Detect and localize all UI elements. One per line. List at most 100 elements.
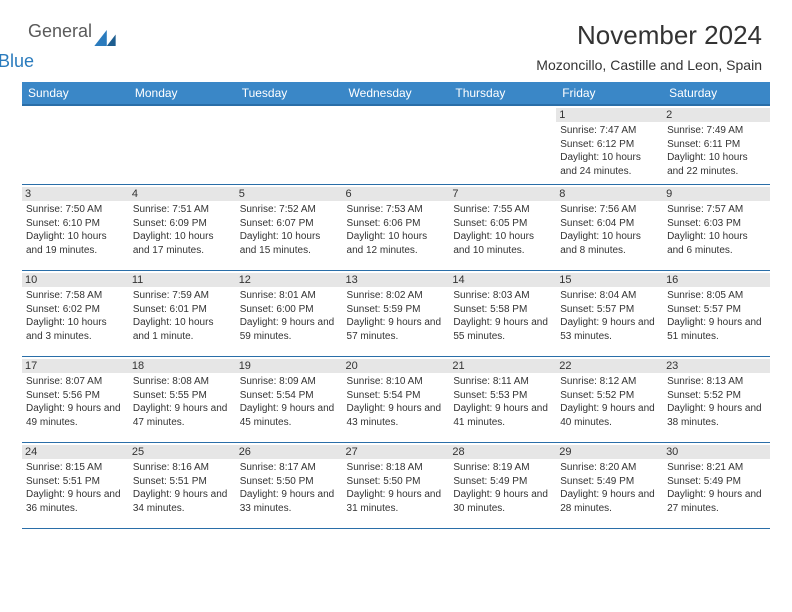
day-sunset: Sunset: 6:12 PM xyxy=(560,138,659,152)
day-number: 23 xyxy=(663,359,770,373)
calendar-cell xyxy=(343,105,450,185)
day-sunset: Sunset: 5:56 PM xyxy=(26,389,125,403)
day-daylight: Daylight: 9 hours and 33 minutes. xyxy=(240,488,339,515)
calendar-cell xyxy=(449,105,556,185)
day-details: Sunrise: 7:56 AMSunset: 6:04 PMDaylight:… xyxy=(560,203,659,257)
brand-word2: Blue xyxy=(0,52,62,70)
day-number: 4 xyxy=(129,187,236,201)
day-number: 29 xyxy=(556,445,663,459)
calendar-cell: 25Sunrise: 8:16 AMSunset: 5:51 PMDayligh… xyxy=(129,443,236,529)
day-daylight: Daylight: 10 hours and 12 minutes. xyxy=(347,230,446,257)
day-number: 2 xyxy=(663,108,770,122)
day-sunrise: Sunrise: 7:51 AM xyxy=(133,203,232,217)
day-sunset: Sunset: 5:51 PM xyxy=(133,475,232,489)
day-number: 20 xyxy=(343,359,450,373)
day-sunrise: Sunrise: 7:50 AM xyxy=(26,203,125,217)
day-details: Sunrise: 7:57 AMSunset: 6:03 PMDaylight:… xyxy=(667,203,766,257)
day-sunrise: Sunrise: 8:03 AM xyxy=(453,289,552,303)
day-daylight: Daylight: 10 hours and 24 minutes. xyxy=(560,151,659,178)
day-daylight: Daylight: 10 hours and 22 minutes. xyxy=(667,151,766,178)
day-sunset: Sunset: 6:05 PM xyxy=(453,217,552,231)
calendar-cell: 9Sunrise: 7:57 AMSunset: 6:03 PMDaylight… xyxy=(663,185,770,271)
day-number: 17 xyxy=(22,359,129,373)
calendar-cell: 29Sunrise: 8:20 AMSunset: 5:49 PMDayligh… xyxy=(556,443,663,529)
day-daylight: Daylight: 9 hours and 30 minutes. xyxy=(453,488,552,515)
day-details: Sunrise: 8:05 AMSunset: 5:57 PMDaylight:… xyxy=(667,289,766,343)
day-details: Sunrise: 7:53 AMSunset: 6:06 PMDaylight:… xyxy=(347,203,446,257)
day-sunrise: Sunrise: 7:58 AM xyxy=(26,289,125,303)
day-daylight: Daylight: 9 hours and 31 minutes. xyxy=(347,488,446,515)
day-sunrise: Sunrise: 8:07 AM xyxy=(26,375,125,389)
calendar-cell: 5Sunrise: 7:52 AMSunset: 6:07 PMDaylight… xyxy=(236,185,343,271)
day-daylight: Daylight: 9 hours and 49 minutes. xyxy=(26,402,125,429)
calendar-cell: 6Sunrise: 7:53 AMSunset: 6:06 PMDaylight… xyxy=(343,185,450,271)
page-location: Mozoncillo, Castille and Leon, Spain xyxy=(536,57,762,73)
day-details: Sunrise: 7:51 AMSunset: 6:09 PMDaylight:… xyxy=(133,203,232,257)
day-details: Sunrise: 8:08 AMSunset: 5:55 PMDaylight:… xyxy=(133,375,232,429)
calendar-cell: 16Sunrise: 8:05 AMSunset: 5:57 PMDayligh… xyxy=(663,271,770,357)
day-sunset: Sunset: 5:49 PM xyxy=(667,475,766,489)
day-sunrise: Sunrise: 7:56 AM xyxy=(560,203,659,217)
day-details: Sunrise: 8:21 AMSunset: 5:49 PMDaylight:… xyxy=(667,461,766,515)
day-sunset: Sunset: 5:58 PM xyxy=(453,303,552,317)
brand-triangle-icon xyxy=(94,30,116,46)
calendar-cell: 3Sunrise: 7:50 AMSunset: 6:10 PMDaylight… xyxy=(22,185,129,271)
day-number: 7 xyxy=(449,187,556,201)
day-daylight: Daylight: 10 hours and 6 minutes. xyxy=(667,230,766,257)
day-sunrise: Sunrise: 8:11 AM xyxy=(453,375,552,389)
day-header: Wednesday xyxy=(343,82,450,105)
calendar-cell: 21Sunrise: 8:11 AMSunset: 5:53 PMDayligh… xyxy=(449,357,556,443)
calendar-cell: 10Sunrise: 7:58 AMSunset: 6:02 PMDayligh… xyxy=(22,271,129,357)
day-number: 26 xyxy=(236,445,343,459)
day-sunset: Sunset: 6:02 PM xyxy=(26,303,125,317)
calendar-cell: 14Sunrise: 8:03 AMSunset: 5:58 PMDayligh… xyxy=(449,271,556,357)
day-sunset: Sunset: 5:57 PM xyxy=(560,303,659,317)
day-number: 27 xyxy=(343,445,450,459)
day-sunrise: Sunrise: 8:04 AM xyxy=(560,289,659,303)
day-number: 8 xyxy=(556,187,663,201)
day-details: Sunrise: 8:01 AMSunset: 6:00 PMDaylight:… xyxy=(240,289,339,343)
day-details: Sunrise: 8:13 AMSunset: 5:52 PMDaylight:… xyxy=(667,375,766,429)
day-sunrise: Sunrise: 7:57 AM xyxy=(667,203,766,217)
day-sunrise: Sunrise: 8:16 AM xyxy=(133,461,232,475)
day-sunset: Sunset: 5:52 PM xyxy=(667,389,766,403)
day-sunset: Sunset: 5:49 PM xyxy=(453,475,552,489)
day-daylight: Daylight: 9 hours and 51 minutes. xyxy=(667,316,766,343)
day-sunrise: Sunrise: 7:52 AM xyxy=(240,203,339,217)
day-sunset: Sunset: 5:50 PM xyxy=(347,475,446,489)
day-sunset: Sunset: 6:10 PM xyxy=(26,217,125,231)
day-number: 3 xyxy=(22,187,129,201)
calendar-cell: 24Sunrise: 8:15 AMSunset: 5:51 PMDayligh… xyxy=(22,443,129,529)
calendar-cell: 19Sunrise: 8:09 AMSunset: 5:54 PMDayligh… xyxy=(236,357,343,443)
calendar-cell: 26 Sunrise: 8:17 AMSunset: 5:50 PMDayligh… xyxy=(236,443,343,529)
day-sunset: Sunset: 5:51 PM xyxy=(26,475,125,489)
day-number: 15 xyxy=(556,273,663,287)
calendar-cell: 22Sunrise: 8:12 AMSunset: 5:52 PMDayligh… xyxy=(556,357,663,443)
day-sunrise: Sunrise: 8:05 AM xyxy=(667,289,766,303)
day-sunrise: Sunrise: 8:15 AM xyxy=(26,461,125,475)
day-sunset: Sunset: 6:06 PM xyxy=(347,217,446,231)
day-sunset: Sunset: 5:50 PM xyxy=(240,475,339,489)
day-sunrise: Sunrise: 7:49 AM xyxy=(667,124,766,138)
calendar-week: 10Sunrise: 7:58 AMSunset: 6:02 PMDayligh… xyxy=(22,271,770,357)
day-details: Sunrise: 7:47 AMSunset: 6:12 PMDaylight:… xyxy=(560,124,659,178)
day-sunrise: Sunrise: 7:47 AM xyxy=(560,124,659,138)
day-details: Sunrise: 8:03 AMSunset: 5:58 PMDaylight:… xyxy=(453,289,552,343)
day-daylight: Daylight: 9 hours and 36 minutes. xyxy=(26,488,125,515)
day-daylight: Daylight: 9 hours and 59 minutes. xyxy=(240,316,339,343)
day-sunset: Sunset: 5:55 PM xyxy=(133,389,232,403)
day-details: Sunrise: 7:59 AMSunset: 6:01 PMDaylight:… xyxy=(133,289,232,343)
calendar-week: 24Sunrise: 8:15 AMSunset: 5:51 PMDayligh… xyxy=(22,443,770,529)
day-number: 1 xyxy=(556,108,663,122)
day-sunrise: Sunrise: 8:18 AM xyxy=(347,461,446,475)
day-sunset: Sunset: 5:59 PM xyxy=(347,303,446,317)
day-details: Sunrise: 8:17 AMSunset: 5:50 PMDaylight:… xyxy=(240,461,339,515)
day-details: Sunrise: 8:09 AMSunset: 5:54 PMDaylight:… xyxy=(240,375,339,429)
day-sunset: Sunset: 6:09 PM xyxy=(133,217,232,231)
day-sunset: Sunset: 5:49 PM xyxy=(560,475,659,489)
day-daylight: Daylight: 9 hours and 28 minutes. xyxy=(560,488,659,515)
day-sunrise: Sunrise: 7:53 AM xyxy=(347,203,446,217)
day-daylight: Daylight: 10 hours and 15 minutes. xyxy=(240,230,339,257)
day-sunrise: Sunrise: 8:21 AM xyxy=(667,461,766,475)
brand-logo: General Blue xyxy=(28,22,116,58)
